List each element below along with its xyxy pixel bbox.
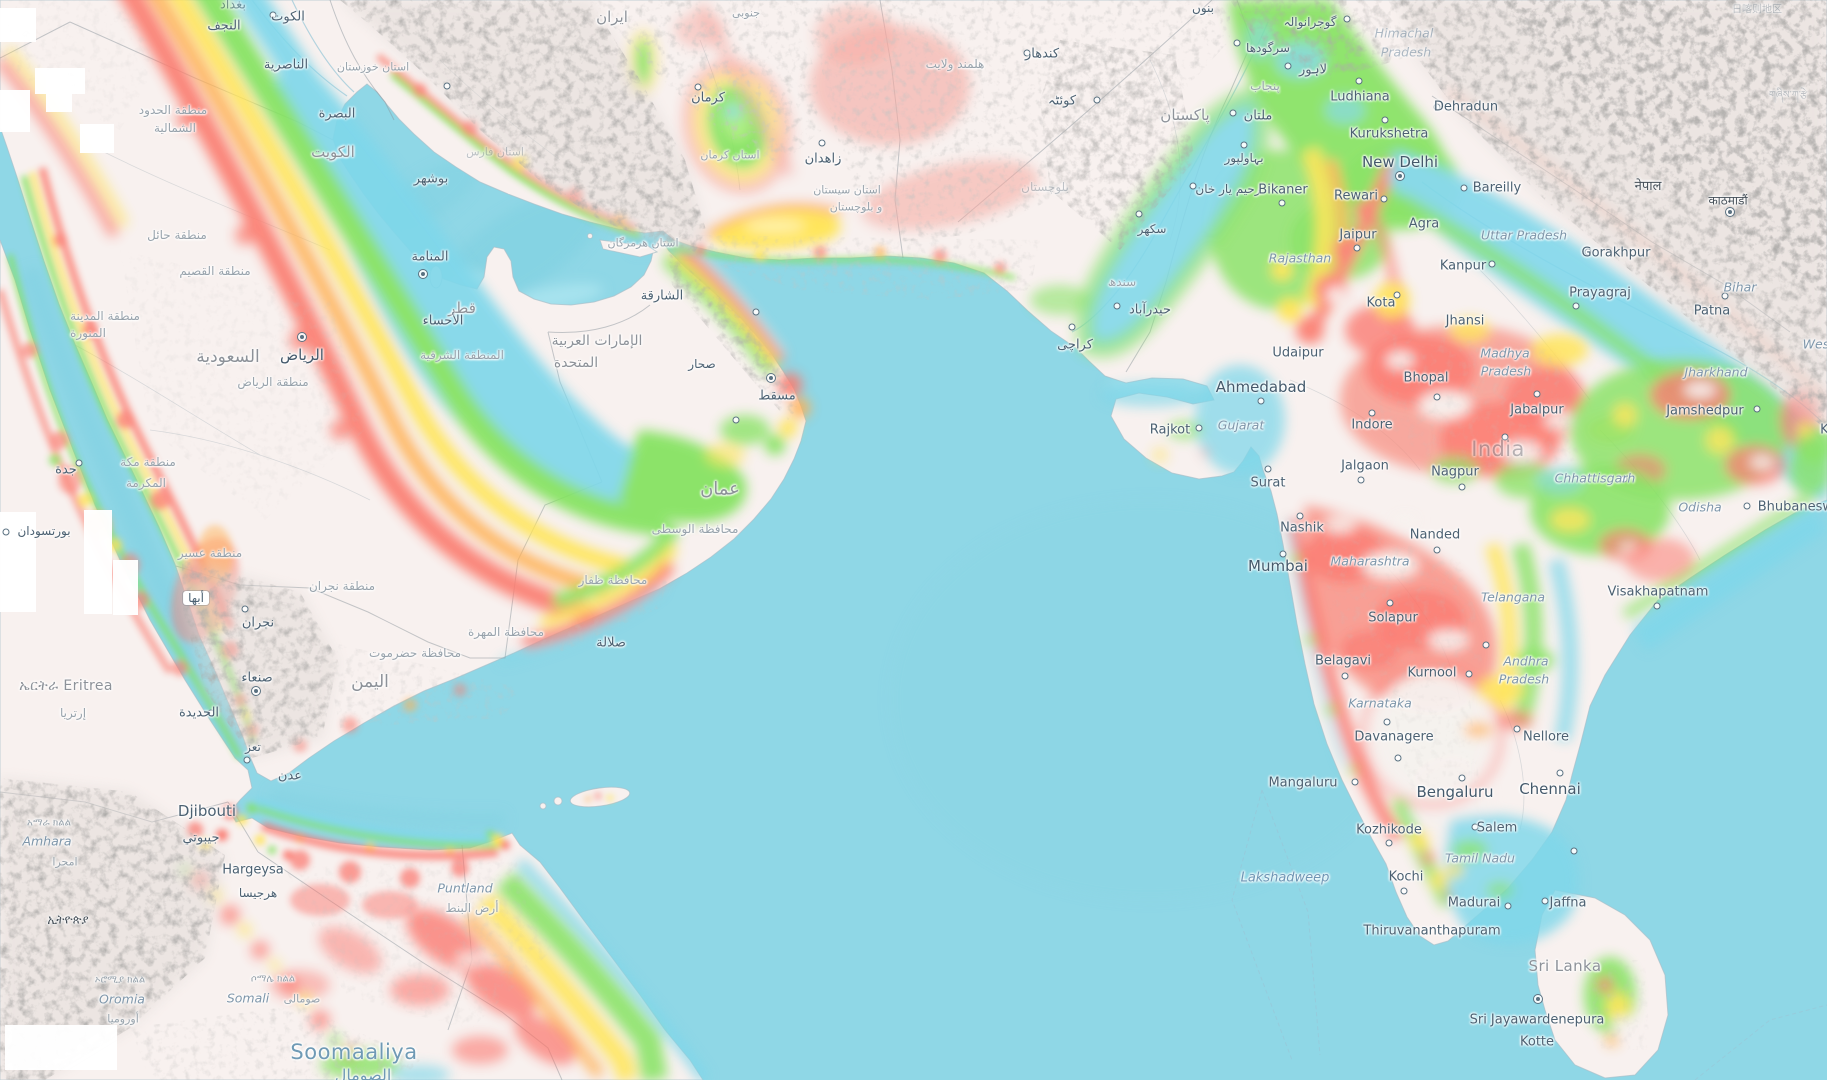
maritime-boundaries (1231, 789, 1827, 1080)
